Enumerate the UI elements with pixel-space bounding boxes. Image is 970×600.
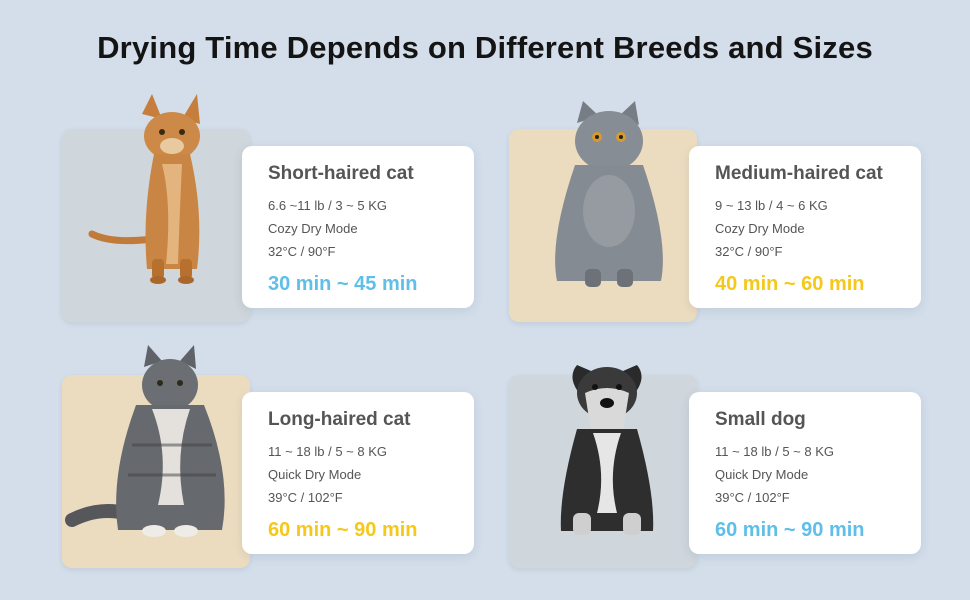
weight-range: 11 ~ 18 lb / 5 ~ 8 KG [715, 444, 835, 459]
breed-name: Small dog [715, 409, 806, 430]
breed-name: Medium-haired cat [715, 163, 883, 184]
dry-mode: Quick Dry Mode [715, 467, 809, 482]
temperature: 39°C / 102°F [715, 490, 790, 505]
card-small-dog: Small dog 11 ~ 18 lb / 5 ~ 8 KG Quick Dr… [509, 365, 929, 575]
breed-name: Long-haired cat [268, 409, 411, 430]
tabby-cat-image [65, 345, 225, 537]
schnauzer-dog-image [560, 365, 654, 535]
drying-time: 60 min ~ 90 min [268, 519, 418, 541]
weight-range: 11 ~ 18 lb / 5 ~ 8 KG [268, 444, 388, 459]
info-panel: Long-haired cat 11 ~ 18 lb / 5 ~ 8 KG Qu… [242, 392, 474, 554]
info-panel: Medium-haired cat 9 ~ 13 lb / 4 ~ 6 KG C… [689, 146, 921, 308]
drying-time: 30 min ~ 45 min [268, 273, 418, 295]
drying-time: 40 min ~ 60 min [715, 273, 865, 295]
info-panel: Short-haired cat 6.6 ~11 lb / 3 ~ 5 KG C… [242, 146, 474, 308]
weight-range: 9 ~ 13 lb / 4 ~ 6 KG [715, 198, 828, 213]
info-panel: Small dog 11 ~ 18 lb / 5 ~ 8 KG Quick Dr… [689, 392, 921, 554]
gray-cat-image [555, 101, 663, 287]
weight-range: 6.6 ~11 lb / 3 ~ 5 KG [268, 198, 388, 213]
dry-mode: Cozy Dry Mode [715, 221, 805, 236]
breed-name: Short-haired cat [268, 163, 414, 184]
dry-mode: Quick Dry Mode [268, 467, 362, 482]
temperature: 32°C / 90°F [268, 244, 336, 259]
drying-time: 60 min ~ 90 min [715, 519, 865, 541]
card-short-haired-cat: Short-haired cat 6.6 ~11 lb / 3 ~ 5 KG C… [62, 94, 482, 329]
card-medium-haired-cat: Medium-haired cat 9 ~ 13 lb / 4 ~ 6 KG C… [509, 101, 929, 329]
temperature: 32°C / 90°F [715, 244, 783, 259]
dry-mode: Cozy Dry Mode [268, 221, 358, 236]
temperature: 39°C / 102°F [268, 490, 343, 505]
card-long-haired-cat: Long-haired cat 11 ~ 18 lb / 5 ~ 8 KG Qu… [62, 345, 482, 575]
page-title: Drying Time Depends on Different Breeds … [97, 30, 873, 65]
orange-cat-image [88, 94, 200, 284]
